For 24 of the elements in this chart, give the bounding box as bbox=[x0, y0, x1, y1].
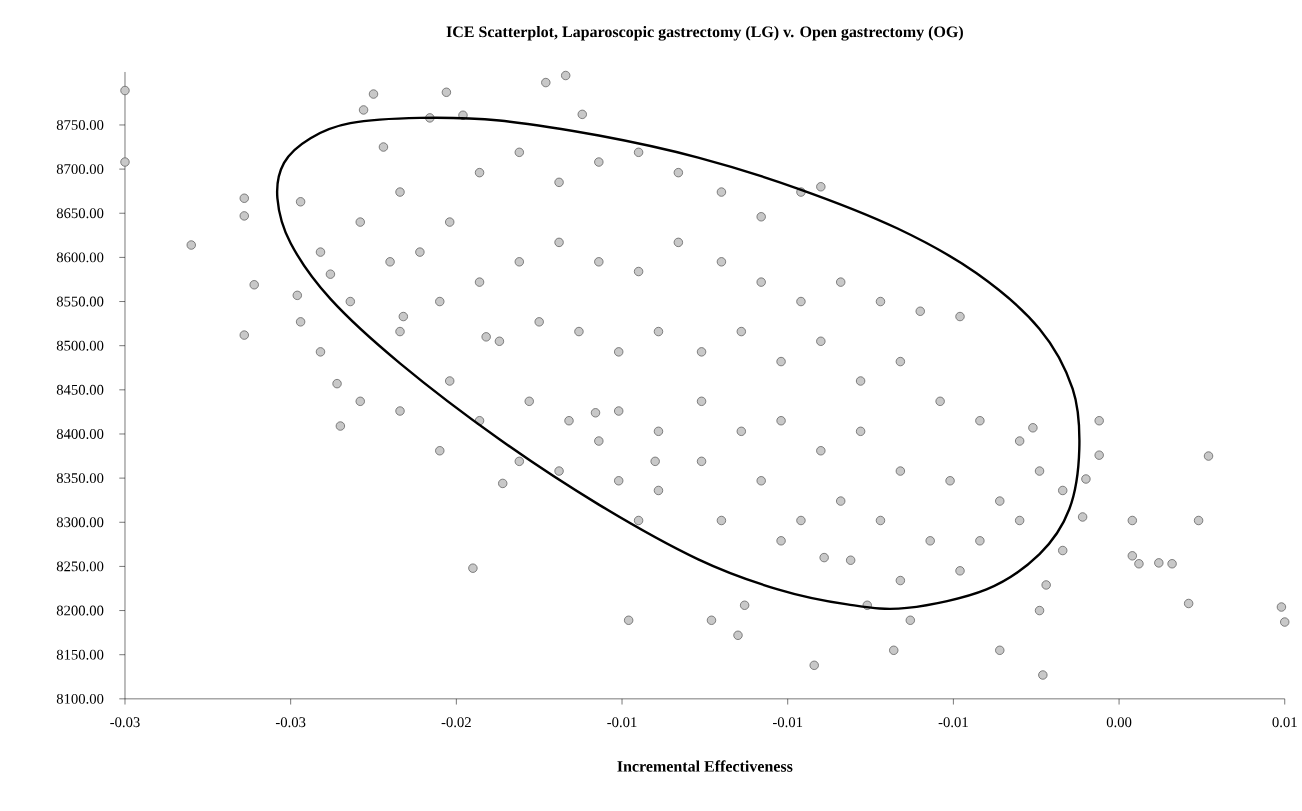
x-tick-label: 0.00 bbox=[1106, 717, 1132, 728]
x-tick-label: -0.01 bbox=[772, 717, 803, 728]
x-tick-label: -0.03 bbox=[110, 717, 140, 728]
y-tick-label: 8350.00 bbox=[56, 473, 104, 484]
y-tick-label: 8300.00 bbox=[56, 517, 104, 528]
y-tick-label: 8400.00 bbox=[56, 429, 104, 440]
y-tick-label: 8700.00 bbox=[56, 164, 104, 175]
y-tick-label: 8200.00 bbox=[56, 605, 104, 616]
y-tick-label: 8100.00 bbox=[56, 693, 104, 704]
y-tick-label: 8500.00 bbox=[56, 340, 104, 351]
y-tick-label: 8750.00 bbox=[56, 120, 104, 131]
y-tick-label: 8650.00 bbox=[56, 208, 104, 219]
y-tick-label: 8600.00 bbox=[56, 252, 104, 263]
y-tick-label: 8450.00 bbox=[56, 384, 104, 395]
x-tick-label: -0.01 bbox=[607, 717, 637, 728]
x-tick-label: -0.02 bbox=[441, 717, 471, 728]
y-tick-label: 8150.00 bbox=[56, 649, 104, 660]
y-tick-label: 8250.00 bbox=[56, 561, 104, 572]
x-tick-label: -0.03 bbox=[275, 717, 306, 728]
chart-title: ICE Scatterplot, Laparoscopic gastrectomy (LG) v. Open gastrectomy (OG) bbox=[446, 26, 963, 41]
x-tick-label: -0.01 bbox=[938, 717, 968, 728]
x-axis-title: Incremental Effectiveness bbox=[617, 760, 793, 772]
y-tick-label: 8550.00 bbox=[56, 296, 104, 307]
x-tick-label: 0.01 bbox=[1272, 717, 1297, 728]
